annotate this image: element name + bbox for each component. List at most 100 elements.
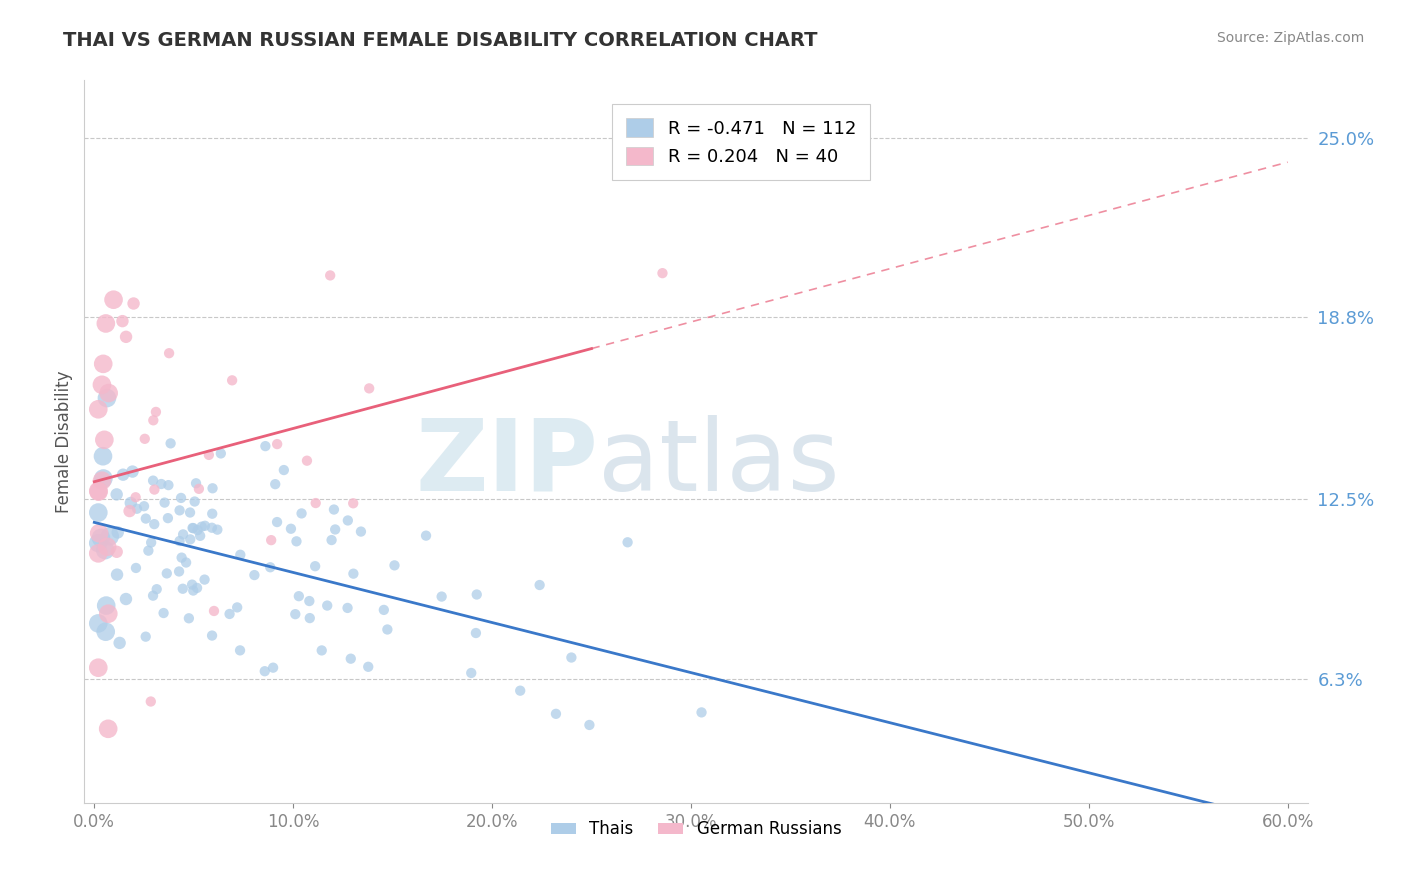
- Point: [544, 706, 567, 721]
- Point: [464, 626, 486, 640]
- Point: [153, 495, 176, 509]
- Point: [616, 535, 638, 549]
- Point: [87, 536, 110, 550]
- Point: [91, 474, 114, 488]
- Point: [170, 550, 193, 565]
- Point: [115, 330, 138, 344]
- Text: THAI VS GERMAN RUSSIAN FEMALE DISABILITY CORRELATION CHART: THAI VS GERMAN RUSSIAN FEMALE DISABILITY…: [63, 31, 818, 50]
- Point: [135, 630, 157, 644]
- Point: [188, 529, 211, 543]
- Point: [184, 476, 207, 491]
- Point: [87, 546, 110, 560]
- Point: [266, 437, 288, 451]
- Point: [201, 629, 224, 643]
- Point: [142, 413, 165, 427]
- Point: [179, 506, 201, 520]
- Point: [145, 582, 167, 597]
- Point: [254, 439, 277, 453]
- Text: Source: ZipAtlas.com: Source: ZipAtlas.com: [1216, 31, 1364, 45]
- Point: [186, 581, 208, 595]
- Point: [284, 607, 307, 622]
- Point: [87, 661, 110, 675]
- Point: [226, 600, 249, 615]
- Point: [169, 503, 191, 517]
- Point: [319, 268, 342, 283]
- Point: [157, 478, 180, 492]
- Point: [156, 511, 179, 525]
- Point: [159, 436, 181, 450]
- Text: atlas: atlas: [598, 415, 839, 512]
- Point: [97, 607, 120, 621]
- Point: [359, 381, 381, 395]
- Point: [201, 507, 224, 521]
- Point: [142, 474, 165, 488]
- Point: [323, 523, 346, 537]
- Point: [125, 501, 148, 516]
- Point: [174, 556, 197, 570]
- Point: [103, 293, 125, 307]
- Point: [290, 507, 312, 521]
- Point: [266, 515, 288, 529]
- Point: [105, 567, 128, 582]
- Point: [135, 511, 157, 525]
- Point: [138, 543, 160, 558]
- Point: [124, 490, 146, 504]
- Point: [115, 592, 138, 607]
- Point: [96, 391, 118, 405]
- Text: ZIP: ZIP: [415, 415, 598, 512]
- Point: [336, 601, 359, 615]
- Point: [298, 611, 321, 625]
- Point: [169, 534, 191, 549]
- Point: [152, 606, 174, 620]
- Point: [262, 661, 284, 675]
- Point: [321, 533, 343, 547]
- Point: [172, 527, 194, 541]
- Point: [415, 528, 437, 542]
- Point: [651, 266, 673, 280]
- Point: [218, 607, 240, 621]
- Point: [373, 603, 395, 617]
- Point: [384, 558, 406, 573]
- Point: [342, 566, 364, 581]
- Point: [87, 616, 110, 631]
- Point: [339, 651, 361, 665]
- Point: [304, 559, 326, 574]
- Point: [150, 477, 173, 491]
- Point: [181, 577, 204, 591]
- Point: [194, 518, 217, 533]
- Point: [202, 604, 225, 618]
- Point: [90, 377, 112, 392]
- Point: [121, 465, 143, 479]
- Point: [183, 494, 205, 508]
- Point: [201, 521, 224, 535]
- Point: [190, 519, 212, 533]
- Point: [118, 504, 141, 518]
- Point: [107, 525, 129, 540]
- Point: [460, 665, 482, 680]
- Point: [91, 449, 114, 463]
- Point: [295, 453, 318, 467]
- Point: [560, 650, 582, 665]
- Point: [139, 694, 162, 708]
- Point: [221, 373, 243, 387]
- Point: [273, 463, 295, 477]
- Point: [509, 683, 531, 698]
- Point: [285, 534, 308, 549]
- Point: [179, 533, 201, 547]
- Point: [125, 561, 148, 575]
- Point: [94, 317, 117, 331]
- Point: [157, 346, 180, 360]
- Point: [141, 535, 163, 549]
- Point: [97, 722, 120, 736]
- Point: [311, 643, 333, 657]
- Point: [377, 623, 399, 637]
- Point: [181, 521, 204, 535]
- Point: [172, 582, 194, 596]
- Point: [336, 513, 359, 527]
- Point: [264, 477, 287, 491]
- Point: [209, 446, 232, 460]
- Point: [578, 718, 600, 732]
- Point: [90, 531, 112, 545]
- Point: [187, 523, 209, 537]
- Y-axis label: Female Disability: Female Disability: [55, 370, 73, 513]
